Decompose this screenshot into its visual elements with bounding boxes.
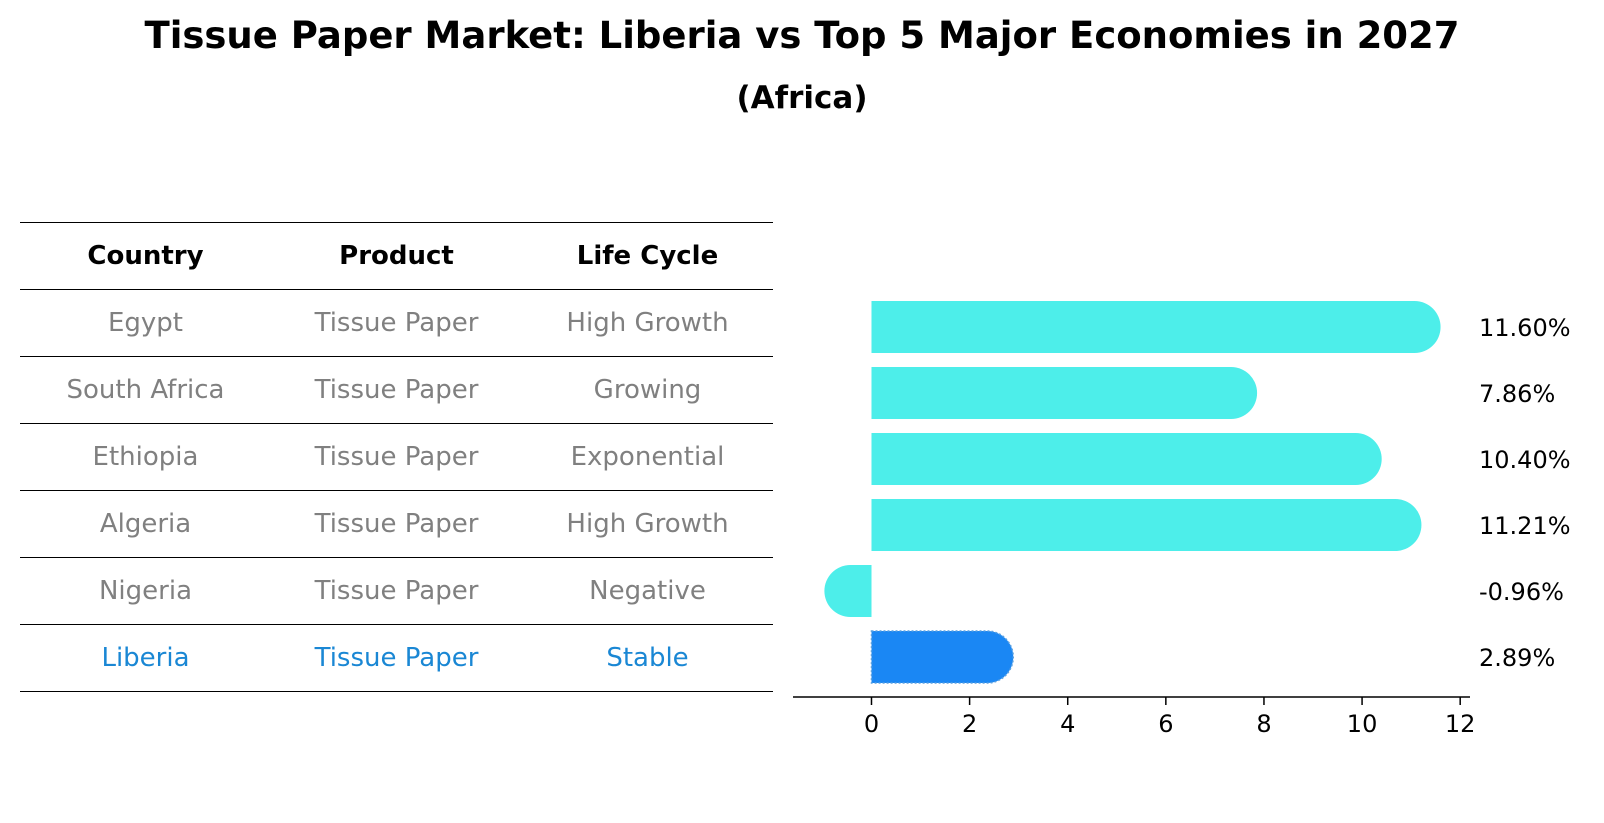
- table-row: South Africa Tissue Paper Growing: [20, 356, 773, 424]
- market-table: Country Product Life Cycle Egypt Tissue …: [20, 222, 773, 692]
- chart-subtitle: (Africa): [736, 80, 868, 116]
- bar-egypt: [871, 301, 1441, 353]
- table-header-row: Country Product Life Cycle: [20, 222, 773, 290]
- cell-life-cycle: Exponential: [522, 423, 773, 491]
- bar-algeria: [871, 499, 1422, 551]
- bar-ethiopia: [871, 433, 1382, 485]
- value-label: 2.89%: [1479, 644, 1555, 672]
- value-label: 10.40%: [1479, 446, 1571, 474]
- bar-liberia: [870, 630, 1015, 684]
- cell-country: South Africa: [20, 356, 271, 424]
- cell-product: Tissue Paper: [271, 557, 522, 625]
- cell-product: Tissue Paper: [271, 423, 522, 491]
- x-tick-label: 2: [962, 710, 977, 738]
- cell-product: Tissue Paper: [271, 289, 522, 357]
- table-row: Algeria Tissue Paper High Growth: [20, 490, 773, 558]
- cell-life-cycle: Growing: [522, 356, 773, 424]
- cell-country: Liberia: [20, 624, 271, 692]
- cell-product: Tissue Paper: [271, 490, 522, 558]
- cell-life-cycle: Stable: [522, 624, 773, 692]
- value-label: 7.86%: [1479, 380, 1555, 408]
- value-label: 11.60%: [1479, 314, 1571, 342]
- x-tick-label: 10: [1347, 710, 1378, 738]
- cell-country: Algeria: [20, 490, 271, 558]
- x-tick-label: 12: [1445, 710, 1476, 738]
- header-life-cycle: Life Cycle: [522, 222, 773, 290]
- table-row: Egypt Tissue Paper High Growth: [20, 289, 773, 357]
- x-tick-label: 4: [1060, 710, 1075, 738]
- cell-country: Nigeria: [20, 557, 271, 625]
- chart-title: Tissue Paper Market: Liberia vs Top 5 Ma…: [144, 14, 1460, 57]
- table-row-highlighted: Liberia Tissue Paper Stable: [20, 624, 773, 692]
- bar-nigeria: [824, 565, 872, 617]
- cell-product: Tissue Paper: [271, 356, 522, 424]
- cell-country: Ethiopia: [20, 423, 271, 491]
- cell-product: Tissue Paper: [271, 624, 522, 692]
- data-table: Country Product Life Cycle Egypt Tissue …: [20, 222, 773, 692]
- cell-life-cycle: High Growth: [522, 490, 773, 558]
- cell-life-cycle: High Growth: [522, 289, 773, 357]
- cell-country: Egypt: [20, 289, 271, 357]
- x-tick-label: 0: [864, 710, 879, 738]
- bar-south-africa: [871, 367, 1258, 419]
- cell-life-cycle: Negative: [522, 557, 773, 625]
- header-product: Product: [271, 222, 522, 290]
- x-tick-label: 8: [1256, 710, 1271, 738]
- header-country: Country: [20, 222, 271, 290]
- table-row: Ethiopia Tissue Paper Exponential: [20, 423, 773, 491]
- value-label: 11.21%: [1479, 512, 1571, 540]
- value-label: -0.96%: [1479, 578, 1564, 606]
- x-tick-label: 6: [1158, 710, 1173, 738]
- table-row: Nigeria Tissue Paper Negative: [20, 557, 773, 625]
